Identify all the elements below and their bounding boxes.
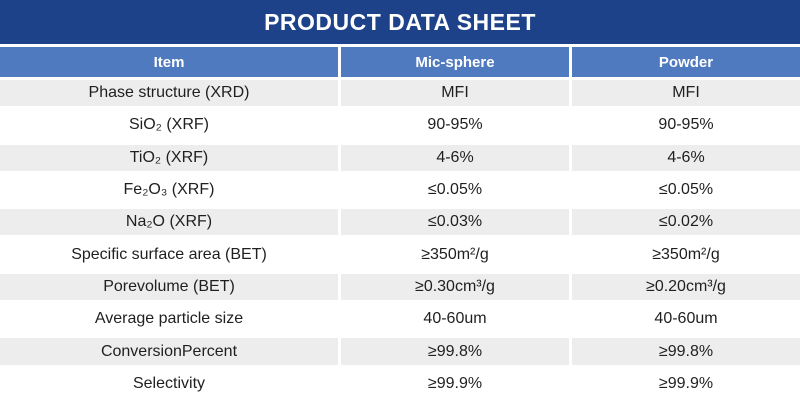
powder-cell: ≥99.8%	[572, 335, 800, 367]
powder-cell: MFI	[572, 77, 800, 109]
mic-sphere-cell: MFI	[341, 77, 569, 109]
title-bar: PRODUCT DATA SHEET	[0, 0, 800, 44]
column-header-mic-sphere: Mic-sphere	[341, 47, 569, 77]
item-cell: Fe₂O₃ (XRF)	[123, 181, 215, 199]
mic-sphere-cell: 40-60um	[423, 310, 487, 328]
table-row: SiO₂ (XRF) 90-95% 90-95%	[0, 109, 800, 141]
mic-sphere-cell: ≤0.03%	[341, 206, 569, 238]
item-cell: Specific surface area (BET)	[71, 245, 267, 263]
table-row: Porevolume (BET) ≥0.30cm³/g ≥0.20cm³/g	[0, 271, 800, 303]
mic-sphere-cell: ≥350m²/g	[421, 245, 489, 263]
mic-sphere-cell: 90-95%	[427, 116, 483, 134]
page-title: PRODUCT DATA SHEET	[264, 8, 536, 35]
mic-sphere-cell: ≤0.05%	[427, 181, 483, 199]
table-row: Na₂O (XRF) ≤0.03% ≤0.02%	[0, 206, 800, 238]
column-header-item: Item	[0, 47, 338, 77]
table-row: Specific surface area (BET) ≥350m²/g ≥35…	[0, 238, 800, 270]
powder-cell: 40-60um	[654, 310, 718, 328]
table-row: TiO₂ (XRF) 4-6% 4-6%	[0, 142, 800, 174]
column-header-powder: Powder	[572, 47, 800, 77]
powder-cell: 90-95%	[658, 116, 714, 134]
table-row: Average particle size 40-60um 40-60um	[0, 303, 800, 335]
powder-cell: ≥0.20cm³/g	[572, 271, 800, 303]
mic-sphere-cell: ≥99.8%	[341, 335, 569, 367]
item-cell: Na₂O (XRF)	[0, 206, 338, 238]
mic-sphere-cell: ≥99.9%	[427, 374, 483, 392]
table-row: Selectivity ≥99.9% ≥99.9%	[0, 368, 800, 400]
mic-sphere-cell: ≥0.30cm³/g	[341, 271, 569, 303]
item-cell: Porevolume (BET)	[0, 271, 338, 303]
powder-cell: 4-6%	[572, 142, 800, 174]
item-cell: ConversionPercent	[0, 335, 338, 367]
powder-cell: ≤0.02%	[572, 206, 800, 238]
mic-sphere-cell: 4-6%	[341, 142, 569, 174]
item-cell: Selectivity	[132, 374, 206, 392]
table-row: Fe₂O₃ (XRF) ≤0.05% ≤0.05%	[0, 174, 800, 206]
item-cell: SiO₂ (XRF)	[129, 116, 209, 134]
powder-cell: ≥350m²/g	[652, 245, 720, 263]
table-row: ConversionPercent ≥99.8% ≥99.8%	[0, 335, 800, 367]
item-cell: TiO₂ (XRF)	[0, 142, 338, 174]
divider	[0, 44, 800, 47]
item-cell: Phase structure (XRD)	[0, 77, 338, 109]
table-header-row: Item Mic-sphere Powder	[0, 47, 800, 77]
powder-cell: ≤0.05%	[658, 181, 714, 199]
table-row: Phase structure (XRD) MFI MFI	[0, 77, 800, 109]
item-cell: Average particle size	[94, 310, 244, 328]
powder-cell: ≥99.9%	[658, 374, 714, 392]
